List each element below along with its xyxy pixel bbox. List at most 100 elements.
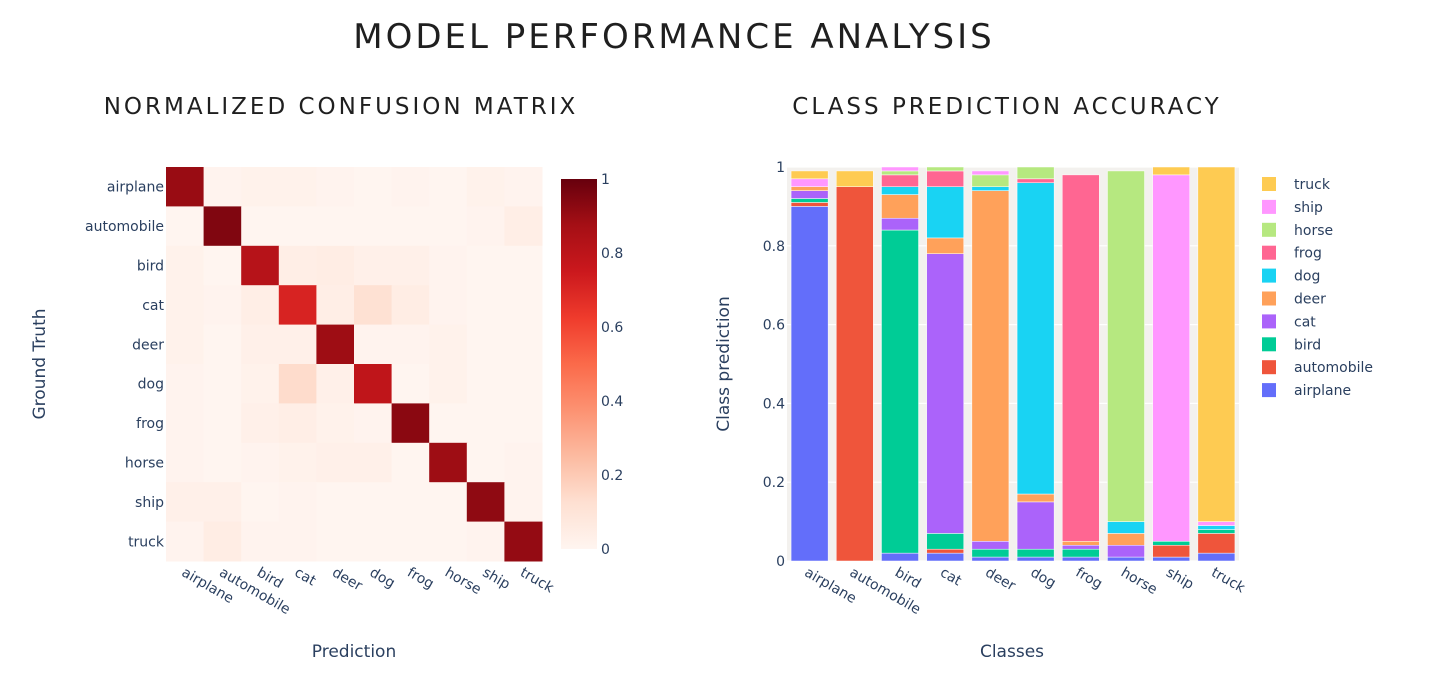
legend-item[interactable]: bird [1262, 337, 1321, 353]
heatmap-cell[interactable] [203, 245, 242, 286]
bar-segment[interactable] [1062, 541, 1100, 546]
heatmap-cell[interactable] [429, 167, 468, 207]
bar-segment[interactable] [881, 552, 919, 562]
heatmap-cell[interactable] [466, 206, 505, 247]
bar-segment[interactable] [1152, 174, 1190, 542]
heatmap-cell[interactable] [429, 442, 468, 483]
bar-segment[interactable] [836, 186, 874, 562]
bar-segment[interactable] [1062, 174, 1100, 542]
heatmap-cell[interactable] [429, 324, 468, 365]
heatmap-cell[interactable] [278, 364, 317, 404]
bar-segment[interactable] [1016, 548, 1055, 558]
bar-segment[interactable] [971, 186, 1010, 191]
heatmap-cell[interactable] [316, 167, 355, 207]
heatmap-cell[interactable] [354, 364, 393, 404]
heatmap-cell[interactable] [504, 206, 543, 247]
heatmap-cell[interactable] [316, 285, 355, 326]
heatmap-cell[interactable] [166, 167, 205, 207]
heatmap-cell[interactable] [203, 285, 242, 326]
bar-segment[interactable] [790, 206, 829, 562]
bar-segment[interactable] [1197, 166, 1236, 522]
heatmap-cell[interactable] [316, 364, 355, 404]
bar-segment[interactable] [1152, 556, 1190, 562]
bar-segment[interactable] [790, 170, 829, 180]
bar-segment[interactable] [1152, 541, 1190, 546]
bar-segment[interactable] [926, 552, 964, 562]
heatmap-cell[interactable] [166, 324, 205, 365]
heatmap-cell[interactable] [466, 167, 505, 207]
heatmap-cell[interactable] [203, 364, 242, 404]
bar-segment[interactable] [926, 170, 964, 187]
bar-segment[interactable] [1016, 178, 1055, 184]
legend-item[interactable]: frog [1262, 245, 1322, 262]
heatmap-cell[interactable] [466, 285, 505, 326]
bar-segment[interactable] [1016, 493, 1055, 503]
heatmap-cell[interactable] [504, 521, 543, 562]
heatmap-cell[interactable] [278, 167, 317, 207]
heatmap-cell[interactable] [278, 324, 317, 365]
bar-segment[interactable] [790, 198, 829, 203]
heatmap-cell[interactable] [429, 285, 468, 326]
heatmap-cell[interactable] [203, 403, 242, 444]
heatmap-cell[interactable] [354, 206, 393, 247]
bar-segment[interactable] [1107, 544, 1145, 558]
bar-segment[interactable] [1197, 529, 1236, 534]
bar-segment[interactable] [1197, 525, 1236, 530]
heatmap-cell[interactable] [278, 521, 317, 562]
heatmap-cell[interactable] [391, 206, 430, 247]
bar-segment[interactable] [1107, 533, 1145, 546]
heatmap-cell[interactable] [504, 482, 543, 523]
legend-item[interactable]: horse [1262, 222, 1333, 239]
heatmap-cell[interactable] [166, 482, 205, 523]
bar-segment[interactable] [926, 186, 964, 239]
bar-segment[interactable] [926, 548, 964, 554]
heatmap-cell[interactable] [278, 403, 317, 444]
heatmap-cell[interactable] [203, 324, 242, 365]
heatmap-cell[interactable] [391, 403, 430, 444]
heatmap-cell[interactable] [466, 442, 505, 483]
heatmap-cell[interactable] [504, 285, 543, 326]
bar-segment[interactable] [790, 202, 829, 207]
heatmap-cell[interactable] [241, 521, 280, 562]
heatmap-cell[interactable] [429, 245, 468, 286]
bar-segment[interactable] [790, 186, 829, 191]
heatmap-cell[interactable] [429, 403, 468, 444]
heatmap-cell[interactable] [466, 521, 505, 562]
legend-item[interactable]: deer [1262, 291, 1326, 308]
legend-item[interactable]: dog [1262, 268, 1320, 285]
heatmap-cell[interactable] [391, 364, 430, 404]
heatmap-cell[interactable] [429, 521, 468, 562]
heatmap-cell[interactable] [504, 167, 543, 207]
bar-segment[interactable] [881, 166, 919, 172]
heatmap-cell[interactable] [203, 521, 242, 562]
heatmap-cell[interactable] [354, 285, 393, 326]
heatmap-cell[interactable] [241, 482, 280, 523]
heatmap-cell[interactable] [354, 482, 393, 523]
bar-segment[interactable] [1197, 521, 1236, 526]
heatmap-cell[interactable] [203, 206, 242, 247]
heatmap-cell[interactable] [241, 364, 280, 404]
bar-segment[interactable] [1107, 170, 1145, 522]
bar-segment[interactable] [971, 174, 1010, 187]
legend-item[interactable]: ship [1262, 199, 1323, 216]
heatmap-cell[interactable] [203, 482, 242, 523]
bar-segment[interactable] [1197, 552, 1236, 562]
heatmap-cell[interactable] [316, 482, 355, 523]
heatmap-cell[interactable] [166, 403, 205, 444]
legend[interactable]: truck ship horse frog dog deer cat bird automobi… [1262, 177, 1373, 399]
heatmap-cell[interactable] [466, 403, 505, 444]
heatmap-cell[interactable] [354, 245, 393, 286]
heatmap-cell[interactable] [166, 364, 205, 404]
heatmap-cell[interactable] [316, 206, 355, 247]
bar-segment[interactable] [971, 541, 1010, 550]
heatmap-cell[interactable] [504, 364, 543, 404]
bar-segment[interactable] [971, 190, 1010, 542]
heatmap-cell[interactable] [278, 285, 317, 326]
heatmap-cell[interactable] [429, 206, 468, 247]
bar-segment[interactable] [881, 194, 919, 219]
heatmap-cell[interactable] [466, 364, 505, 404]
bar-segment[interactable] [836, 170, 874, 187]
legend-item[interactable]: airplane [1262, 383, 1351, 399]
heatmap-cell[interactable] [391, 167, 430, 207]
heatmap-cell[interactable] [429, 482, 468, 523]
